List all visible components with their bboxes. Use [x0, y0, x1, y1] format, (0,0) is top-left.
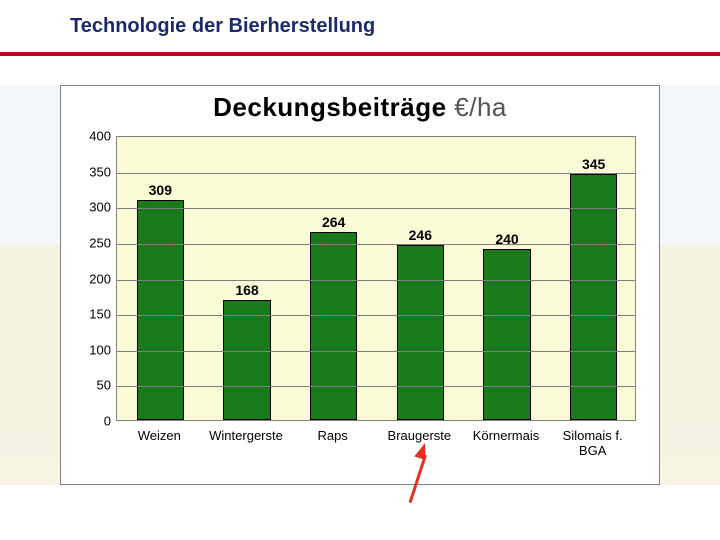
x-tick-label: Raps: [317, 429, 347, 444]
bar-value-label: 309: [149, 182, 172, 198]
y-tick-label: 50: [66, 378, 111, 393]
y-tick-label: 250: [66, 235, 111, 250]
y-tick-label: 300: [66, 200, 111, 215]
gridline: [117, 386, 635, 387]
bar: [570, 174, 618, 420]
slide-header: Technologie der Bierherstellung: [0, 0, 720, 56]
y-tick-label: 200: [66, 271, 111, 286]
x-tick-label: Silomais f.BGA: [563, 429, 623, 459]
gridline: [117, 173, 635, 174]
bar: [397, 245, 445, 420]
y-tick-label: 100: [66, 342, 111, 357]
y-tick-label: 150: [66, 307, 111, 322]
y-tick-label: 0: [66, 414, 111, 429]
gridline: [117, 280, 635, 281]
chart-title-main: Deckungsbeiträge: [213, 92, 446, 122]
bar: [310, 232, 358, 420]
gridline: [117, 315, 635, 316]
x-tick-label: Wintergerste: [209, 429, 283, 444]
gridline: [117, 351, 635, 352]
bar: [483, 249, 531, 420]
chart-plot-area: 309168264246240345: [116, 136, 636, 421]
x-tick-label: Weizen: [138, 429, 181, 444]
chart-title-unit: €/ha: [454, 92, 507, 122]
bar-value-label: 345: [582, 156, 605, 172]
bar-value-label: 264: [322, 214, 345, 230]
chart-title: Deckungsbeiträge €/ha: [61, 92, 659, 123]
gridline: [117, 208, 635, 209]
slide: Technologie der Bierherstellung Deckungs…: [0, 0, 720, 540]
arrow-shaft: [408, 455, 426, 503]
page-title: Technologie der Bierherstellung: [70, 15, 375, 38]
y-tick-label: 400: [66, 129, 111, 144]
x-tick-label: Körnermais: [473, 429, 539, 444]
y-tick-label: 350: [66, 164, 111, 179]
bars-container: 309168264246240345: [117, 137, 635, 420]
chart-card: Deckungsbeiträge €/ha 309168264246240345…: [60, 85, 660, 485]
gridline: [117, 244, 635, 245]
bar: [223, 300, 271, 420]
bar-value-label: 168: [235, 282, 258, 298]
bar-value-label: 246: [409, 227, 432, 243]
